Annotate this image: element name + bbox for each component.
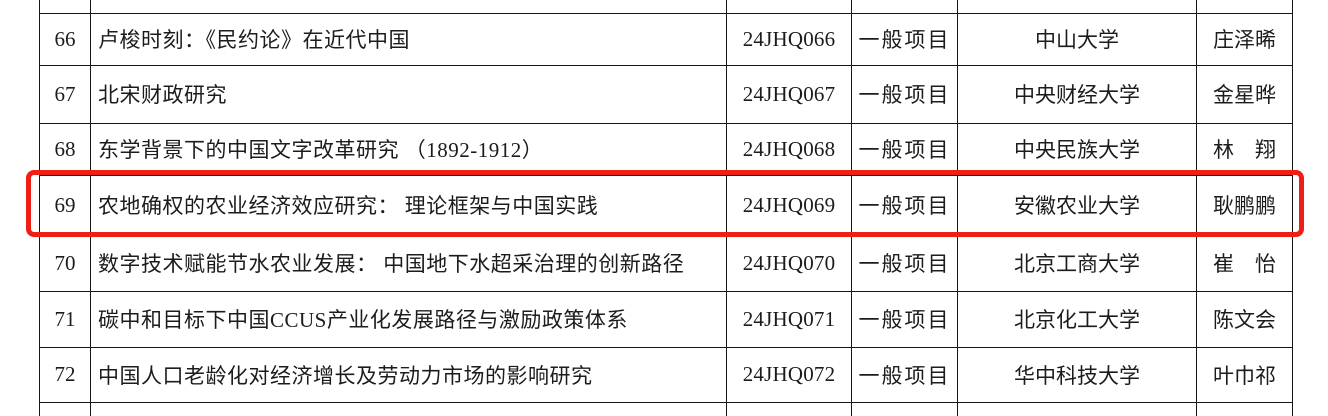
cell-code-partial [726, 401, 852, 416]
cell-leader: 叶巾祁 [1196, 346, 1293, 403]
table-row: 66 卢梭时刻：《民约论》在近代中国 24JHQ066 一般项目 中山大学 庄泽晞 [39, 12, 1293, 66]
cell-code: 24JHQ067 [726, 64, 852, 124]
cell-university-partial [957, 0, 1197, 14]
cell-university: 中山大学 [957, 12, 1197, 66]
cell-code: 24JHQ069 [726, 174, 852, 236]
projects-table: 66 卢梭时刻：《民约论》在近代中国 24JHQ066 一般项目 中山大学 庄泽晞 67 北宋… [39, 0, 1293, 416]
cell-university: 华中科技大学 [957, 346, 1197, 403]
cell-type: 一般项目 [851, 174, 958, 236]
cell-university: 北京工商大学 [957, 234, 1197, 292]
cell-university: 安徽农业大学 [957, 174, 1197, 236]
table-row: 70 数字技术赋能节水农业发展： 中国地下水超采治理的创新路径 24JHQ070 一般… [39, 234, 1293, 292]
cell-no: 70 [39, 234, 91, 292]
table-row: 67 北宋财政研究 24JHQ067 一般项目 中央财经大学 金星晔 [39, 64, 1293, 124]
cell-code: 24JHQ072 [726, 346, 852, 403]
cell-type: 一般项目 [851, 122, 958, 176]
cell-leader-partial [1196, 0, 1293, 14]
cell-no: 66 [39, 12, 91, 66]
cell-type-partial [851, 0, 958, 14]
cell-university: 中央财经大学 [957, 64, 1197, 124]
cell-no: 68 [39, 122, 91, 176]
cell-no: 67 [39, 64, 91, 124]
cell-no: 71 [39, 290, 91, 348]
cell-type: 一般项目 [851, 346, 958, 403]
cell-leader: 崔 怡 [1196, 234, 1293, 292]
cell-code: 24JHQ070 [726, 234, 852, 292]
cell-code: 24JHQ068 [726, 122, 852, 176]
cell-type: 一般项目 [851, 64, 958, 124]
table-row-partial-top [39, 0, 1293, 14]
table-row: 69 农地确权的农业经济效应研究： 理论框架与中国实践 24JHQ069 一般项目 安徽… [39, 174, 1293, 236]
cell-title: 碳中和目标下中国CCUS产业化发展路径与激励政策体系 [90, 290, 727, 348]
cell-no-partial [39, 0, 91, 14]
cell-university-partial [957, 401, 1197, 416]
cell-code: 24JHQ071 [726, 290, 852, 348]
cell-university: 北京化工大学 [957, 290, 1197, 348]
cell-type: 一般项目 [851, 290, 958, 348]
cell-title: 数字技术赋能节水农业发展： 中国地下水超采治理的创新路径 [90, 234, 727, 292]
cell-no: 72 [39, 346, 91, 403]
cell-title: 卢梭时刻：《民约论》在近代中国 [90, 12, 727, 66]
cell-code: 24JHQ066 [726, 12, 852, 66]
cell-leader: 林 翔 [1196, 122, 1293, 176]
cell-title-partial [90, 401, 727, 416]
cell-leader-partial [1196, 401, 1293, 416]
cell-leader: 金星晔 [1196, 64, 1293, 124]
cell-leader: 耿鹏鹏 [1196, 174, 1293, 236]
table-row: 72 中国人口老龄化对经济增长及劳动力市场的影响研究 24JHQ072 一般项目 华中科… [39, 346, 1293, 403]
table-row: 71 碳中和目标下中国CCUS产业化发展路径与激励政策体系 24JHQ071 一般项目… [39, 290, 1293, 348]
cell-title-partial [90, 0, 727, 14]
cell-leader: 庄泽晞 [1196, 12, 1293, 66]
cell-no-partial [39, 401, 91, 416]
cell-type: 一般项目 [851, 12, 958, 66]
cell-title: 中国人口老龄化对经济增长及劳动力市场的影响研究 [90, 346, 727, 403]
table-row: 68 东学背景下的中国文字改革研究 （1892-1912） 24JHQ068 一般项目… [39, 122, 1293, 176]
cell-title: 北宋财政研究 [90, 64, 727, 124]
cell-university: 中央民族大学 [957, 122, 1197, 176]
cell-title: 农地确权的农业经济效应研究： 理论框架与中国实践 [90, 174, 727, 236]
cell-leader: 陈文会 [1196, 290, 1293, 348]
cell-title: 东学背景下的中国文字改革研究 （1892-1912） [90, 122, 727, 176]
cell-no: 69 [39, 174, 91, 236]
cell-code-partial [726, 0, 852, 14]
table-row-partial-bottom [39, 401, 1293, 416]
cell-type: 一般项目 [851, 234, 958, 292]
cell-type-partial [851, 401, 958, 416]
